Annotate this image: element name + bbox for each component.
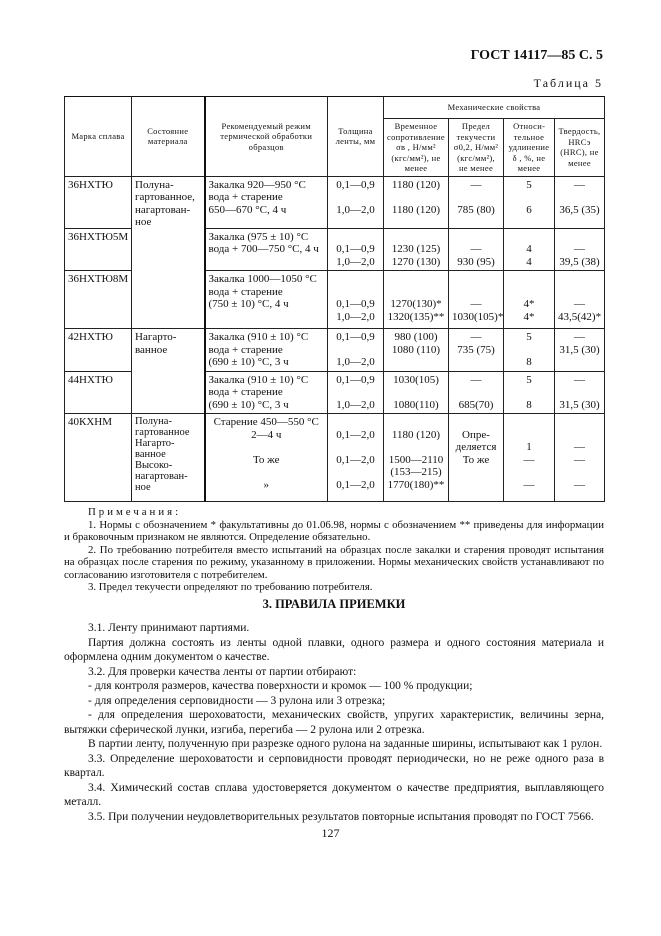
cell-hardness: — — — xyxy=(553,413,606,502)
list-item: - для определения серповидности — 3 руло… xyxy=(88,694,386,707)
note-1: 1. Нормы с обозначением * факультативны … xyxy=(64,518,604,544)
paragraph: 3.5. При получении неудовлетворительных … xyxy=(88,810,594,823)
document-reference: ГОСТ 14117—85 С. 5 xyxy=(470,48,603,63)
list-item: - для контроля размеров, качества поверх… xyxy=(88,680,473,692)
cell-thickness: 0,1—0,9 1,0—2,0 xyxy=(327,328,384,372)
cell-thickness: 0,1—2,0 0,1—2,0 0,1—2,0 xyxy=(327,413,384,502)
cell-yield: — 735 (75) xyxy=(448,328,504,372)
table-row: 40КХНМ Полуна- гартованное Нагарто- ванн… xyxy=(64,413,606,502)
table-row: 36НХТЮ Полуна- гартованное, нагартован- … xyxy=(64,175,606,329)
cell-elongation: 5 8 xyxy=(503,370,555,414)
cell-yield: — 785 (80) xyxy=(448,175,504,229)
header-mech: Механические свойства xyxy=(382,96,606,119)
cell-tensile: 1180 (120) 1180 (120) xyxy=(383,175,449,229)
header-thickness: Толщина ленты, мм xyxy=(327,96,384,177)
paragraph: 3.3. Определение шероховатости и серпови… xyxy=(64,752,604,780)
cell-elongation: 5 8 xyxy=(503,328,555,372)
cell-elongation: 4* 4* xyxy=(503,270,555,329)
cell-state: Полуна- гартованное Нагарто- ванное Высо… xyxy=(131,413,205,502)
table-row: 42НХТЮ Нагарто- ванное Закалка (910 ± 10… xyxy=(64,328,606,414)
header-mark: Марка сплава xyxy=(64,96,132,177)
section-body: 3.1. Ленту принимают партиями. Партия до… xyxy=(64,621,604,824)
cell-regime: Закалка 1000—1050 °С вода + старение (75… xyxy=(203,270,328,329)
cell-mark: 36НХТЮ5М xyxy=(64,227,132,271)
paragraph: Партия должна состоять из ленты одной пл… xyxy=(64,636,604,664)
notes-title: Примечания: xyxy=(88,506,182,518)
table-row: 36НХТЮ8М Закалка 1000—1050 °С вода + ста… xyxy=(64,270,606,329)
cell-tensile: 980 (100) 1080 (110) xyxy=(383,328,449,372)
cell-hardness: — 31,5 (30) xyxy=(553,328,606,372)
cell-elongation: 1 — — xyxy=(503,413,555,502)
cell-hardness: — 31,5 (30) xyxy=(553,370,606,414)
cell-state: Полуна- гартованное, нагартован- ное xyxy=(131,175,205,329)
mechanical-properties-table: Марка сплава Состояние материала Рекомен… xyxy=(64,96,606,502)
note-3: 3. Предел текучести определяют по требов… xyxy=(88,581,373,593)
section-title: 3. ПРАВИЛА ПРИЕМКИ xyxy=(262,597,406,611)
list-item: - для определения шероховатости, механич… xyxy=(64,709,604,736)
paragraph: 3.4. Химический состав сплава удостоверя… xyxy=(64,781,604,809)
header-elongation: Относи­тельное удлинение δ , %, не менее xyxy=(503,118,555,177)
cell-thickness: 0,1—0,9 1,0—2,0 xyxy=(327,270,384,329)
header-hardness: Твердость, HRCэ (HRC), не менее xyxy=(553,118,606,177)
cell-regime: Старение 450—550 °С 2—4 ч То же » xyxy=(203,413,328,502)
paragraph: В партии ленту, полученную при разрезке … xyxy=(88,738,603,750)
cell-mark: 44НХТЮ xyxy=(64,370,132,414)
cell-mark: 42НХТЮ xyxy=(64,328,132,372)
cell-elongation: 4 4 xyxy=(503,227,555,271)
cell-state: Нагарто- ванное xyxy=(131,328,205,414)
cell-mark: 36НХТЮ8М xyxy=(64,270,132,329)
cell-yield: — 1030(105)* xyxy=(448,270,504,329)
paragraph: 3.2. Для проверки качества ленты от парт… xyxy=(88,665,357,678)
cell-hardness: — 39,5 (38) xyxy=(553,227,606,271)
cell-elongation: 5 6 xyxy=(503,175,555,229)
cell-yield: — 685(70) xyxy=(448,370,504,414)
paragraph: 3.1. Ленту принимают партиями. xyxy=(88,622,250,634)
cell-mark: 40КХНМ xyxy=(64,413,132,502)
cell-tensile: 1230 (125) 1270 (130) xyxy=(383,227,449,271)
cell-tensile: 1180 (120) 1500—2110 (153—215) 1770(180)… xyxy=(383,413,449,502)
cell-yield: — 930 (95) xyxy=(448,227,504,271)
header-state: Состояние материала xyxy=(131,96,205,177)
notes: Примечания: 1. Нормы с обозначением * фа… xyxy=(64,506,604,594)
cell-hardness: — 43,5(42)* xyxy=(553,270,606,329)
cell-regime: Закалка 920—950 °С вода + старение 650—6… xyxy=(203,175,328,229)
header-regime: Рекомендуемый режим термической обработк… xyxy=(203,96,328,177)
cell-regime: Закалка (910 ± 10) °С вода + старение (6… xyxy=(203,370,328,414)
cell-yield: Опре- деляется То же xyxy=(448,413,504,502)
note-2: 2. По требованию потребителя вместо испы… xyxy=(64,543,604,581)
page-number: 127 xyxy=(321,826,340,840)
table-caption: Таблица 5 xyxy=(533,76,603,90)
cell-thickness: 0,1—0,9 1,0—2,0 xyxy=(327,175,384,229)
header-tensile: Временное сопротивление σв , Н/мм² (кгс/… xyxy=(383,118,449,177)
cell-regime: Закалка (910 ± 10) °С вода + старение (6… xyxy=(203,328,328,372)
cell-thickness: 0,1—0,9 1,0—2,0 xyxy=(327,370,384,414)
cell-regime: Закалка (975 ± 10) °С вода + 700—750 °С,… xyxy=(203,227,328,271)
cell-mark: 36НХТЮ xyxy=(64,175,132,229)
cell-hardness: — 36,5 (35) xyxy=(553,175,606,229)
cell-tensile: 1270(130)* 1320(135)** xyxy=(383,270,449,329)
cell-thickness: 0,1—0,9 1,0—2,0 xyxy=(327,227,384,271)
cell-tensile: 1030(105) 1080(110) xyxy=(383,370,449,414)
header-yield: Предел текучести σ0,2, Н/мм² (кгс/мм²), … xyxy=(448,118,504,177)
